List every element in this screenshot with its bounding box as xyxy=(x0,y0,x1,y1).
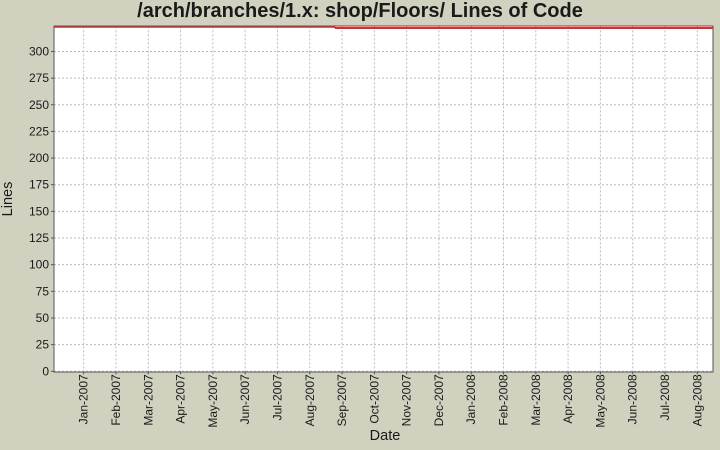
svg-text:Date: Date xyxy=(370,428,401,444)
svg-text:Jul-2008: Jul-2008 xyxy=(658,374,672,420)
svg-text:Jan-2008: Jan-2008 xyxy=(464,374,478,424)
svg-text:Apr-2008: Apr-2008 xyxy=(561,374,575,424)
svg-text:May-2008: May-2008 xyxy=(593,374,607,428)
svg-text:Feb-2008: Feb-2008 xyxy=(497,374,511,426)
svg-text:25: 25 xyxy=(36,338,50,352)
svg-text:275: 275 xyxy=(29,71,49,85)
svg-text:/arch/branches/1.x: shop/Floor: /arch/branches/1.x: shop/Floors/ Lines o… xyxy=(137,0,583,22)
svg-text:Dec-2007: Dec-2007 xyxy=(432,374,446,426)
svg-text:Mar-2008: Mar-2008 xyxy=(529,374,543,426)
svg-text:50: 50 xyxy=(36,311,50,325)
svg-text:Jan-2007: Jan-2007 xyxy=(77,374,91,424)
svg-text:Jun-2007: Jun-2007 xyxy=(238,374,252,424)
svg-text:250: 250 xyxy=(29,98,49,112)
svg-text:May-2007: May-2007 xyxy=(206,374,220,428)
svg-text:Aug-2008: Aug-2008 xyxy=(690,374,704,426)
svg-text:Mar-2007: Mar-2007 xyxy=(141,374,155,426)
svg-text:Sep-2007: Sep-2007 xyxy=(335,374,349,426)
svg-text:0: 0 xyxy=(42,364,49,378)
svg-text:Aug-2007: Aug-2007 xyxy=(303,374,317,426)
svg-text:Feb-2007: Feb-2007 xyxy=(109,374,123,426)
svg-text:Nov-2007: Nov-2007 xyxy=(400,374,414,426)
svg-text:Apr-2007: Apr-2007 xyxy=(174,374,188,424)
svg-text:200: 200 xyxy=(29,151,49,165)
svg-text:175: 175 xyxy=(29,178,49,192)
svg-text:75: 75 xyxy=(36,284,50,298)
svg-text:100: 100 xyxy=(29,258,49,272)
svg-text:125: 125 xyxy=(29,231,49,245)
svg-text:Jun-2008: Jun-2008 xyxy=(626,374,640,424)
svg-text:Lines: Lines xyxy=(0,182,16,217)
svg-text:150: 150 xyxy=(29,204,49,218)
svg-text:300: 300 xyxy=(29,44,49,58)
svg-text:Jul-2007: Jul-2007 xyxy=(270,374,284,420)
svg-text:225: 225 xyxy=(29,124,49,138)
svg-text:Oct-2007: Oct-2007 xyxy=(367,374,381,424)
